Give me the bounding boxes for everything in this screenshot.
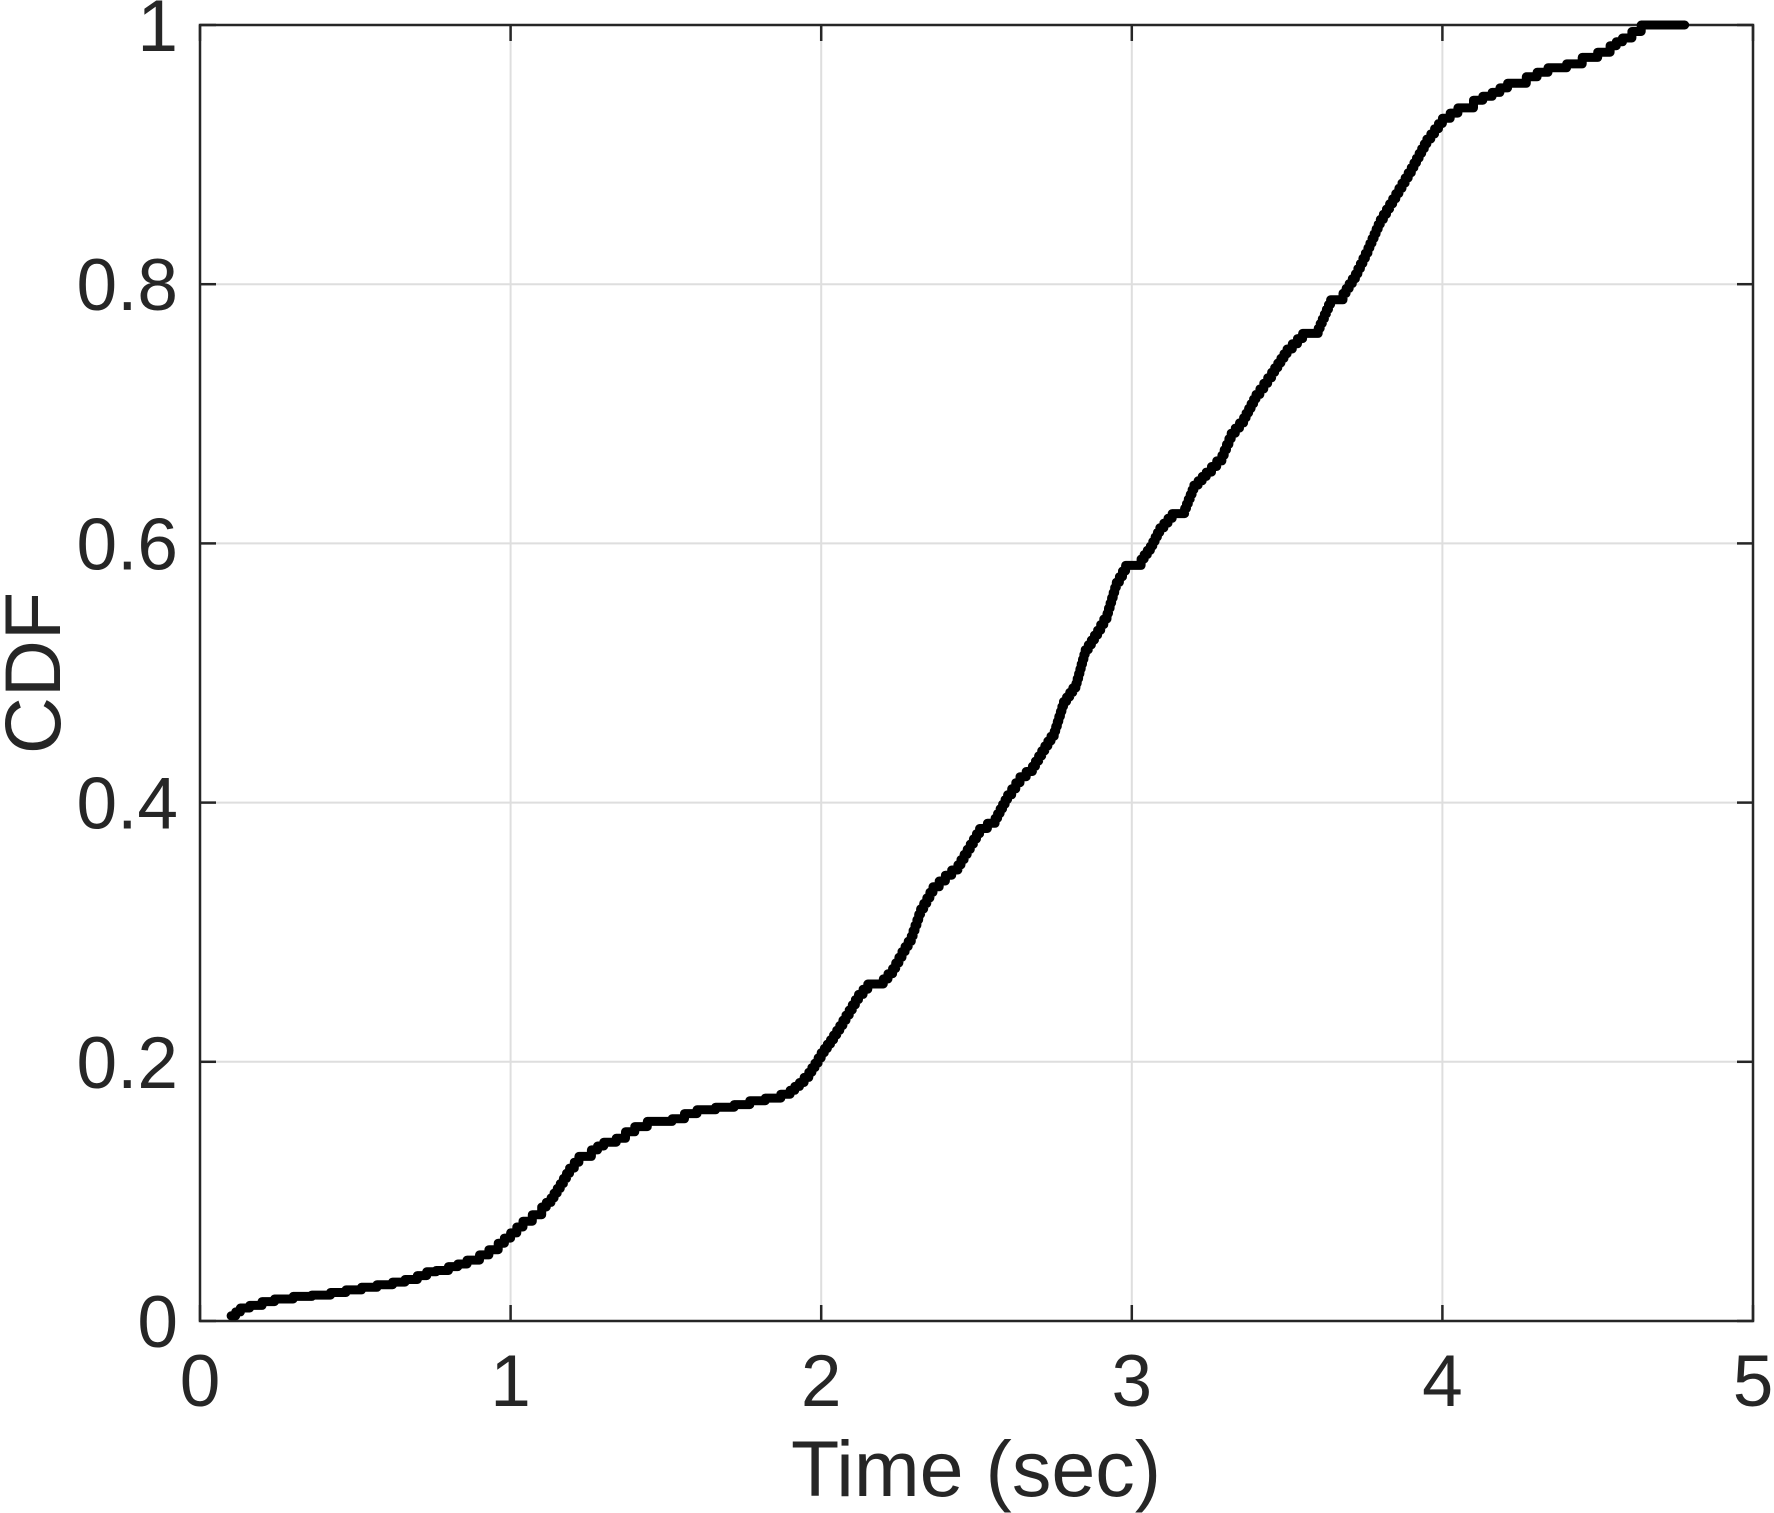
y-tick-label: 0.6 (77, 504, 178, 585)
x-tick-label: 5 (1733, 1341, 1774, 1422)
y-tick-label: 0.4 (77, 764, 178, 845)
y-tick-label: 1 (137, 0, 178, 67)
y-tick-label: 0.2 (77, 1023, 178, 1104)
x-tick-labels: 0 1 2 3 4 5 (180, 1341, 1774, 1422)
y-axis-label: CDF (0, 592, 77, 754)
x-tick-label: 2 (801, 1341, 842, 1422)
x-axis-label: Time (sec) (791, 1424, 1161, 1513)
x-tick-label: 3 (1111, 1341, 1152, 1422)
tick-marks (198, 23, 1755, 1323)
plot-border (198, 23, 1755, 1323)
y-tick-labels: 0 0.2 0.4 0.6 0.8 1 (77, 0, 178, 1363)
grid-layer (200, 25, 1753, 1321)
x-tick-label: 0 (180, 1341, 221, 1422)
x-tick-label: 4 (1422, 1341, 1463, 1422)
y-tick-label: 0 (137, 1282, 178, 1363)
cdf-curve (226, 20, 1690, 1321)
y-tick-label: 0.8 (77, 245, 178, 326)
x-tick-label: 1 (490, 1341, 531, 1422)
